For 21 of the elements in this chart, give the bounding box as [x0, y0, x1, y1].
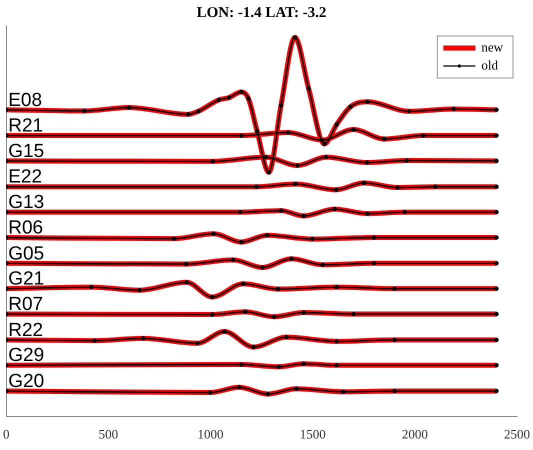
annotation: G20: [8, 371, 44, 392]
x-tick-label: 2000: [402, 426, 428, 442]
x-tick-label: 2500: [504, 426, 530, 442]
annotation: E22: [8, 166, 42, 188]
annotation: G15: [8, 140, 44, 162]
x-tick-label: 0: [3, 426, 10, 442]
annotation: G29: [8, 345, 44, 366]
annotation: R21: [8, 116, 44, 137]
annotation: G13: [8, 192, 44, 214]
annotation: R22: [8, 320, 44, 341]
chart-title: LON: -1.4 LAT: -3.2: [196, 4, 326, 21]
x-tick-label: 1500: [300, 426, 326, 442]
x-tick-label: 500: [98, 426, 118, 442]
legend-label: new: [481, 39, 504, 54]
annotation: G21: [8, 268, 44, 290]
annotation: R07: [8, 294, 44, 316]
x-tick-label: 1000: [198, 426, 224, 442]
annotation: E08: [8, 90, 42, 111]
annotation: R06: [8, 218, 44, 238]
annotation: G05: [8, 243, 44, 264]
legend-label: old: [481, 57, 498, 72]
